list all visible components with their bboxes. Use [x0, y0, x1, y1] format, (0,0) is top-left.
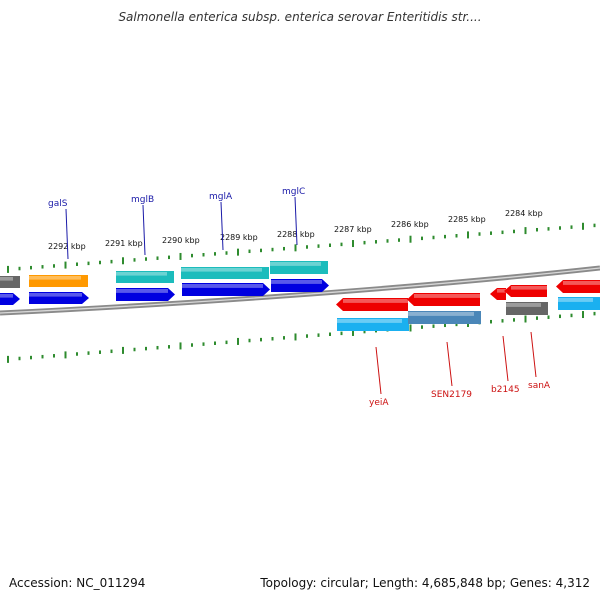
callout-line	[294, 196, 298, 246]
kbp-label: 2284 kbp	[505, 209, 543, 218]
gene-feature-highlight	[182, 284, 263, 288]
gene-callouts: galS mglB mglA mglC yeiA SEN2179 b2145 sanA	[48, 187, 551, 408]
kbp-label: 2287 kbp	[334, 225, 372, 234]
gene-feature-highlight	[511, 286, 547, 290]
gene-label-mglA[interactable]: mglA	[209, 192, 233, 202]
callout-line	[220, 201, 224, 251]
gene-features[interactable]	[0, 261, 600, 331]
callout-line	[502, 335, 509, 382]
kbp-label: 2285 kbp	[448, 215, 486, 224]
gene-label-yeiA[interactable]: yeiA	[369, 398, 389, 408]
gene-feature-highlight	[506, 303, 541, 307]
gene-feature-highlight	[408, 312, 474, 316]
genome-backbone	[0, 265, 600, 316]
gene-feature-highlight	[558, 298, 593, 302]
gene-label-mglC[interactable]: mglC	[282, 187, 305, 197]
gene-label-b2145[interactable]: b2145	[491, 385, 520, 395]
accession-label: Accession: NC_011294	[9, 576, 146, 590]
callout-line	[530, 331, 537, 378]
outer-tick-ring	[7, 222, 596, 273]
gene-feature-highlight	[414, 294, 480, 298]
kbp-label: 2290 kbp	[162, 236, 200, 245]
callout-line	[375, 346, 382, 395]
kbp-label: 2288 kbp	[277, 230, 315, 239]
gene-feature-highlight	[181, 268, 262, 272]
kbp-scale-labels: 2292 kbp 2291 kbp 2290 kbp 2289 kbp 2288 kbp…	[48, 209, 543, 251]
gene-label-mglB[interactable]: mglB	[131, 195, 154, 205]
gene-feature-highlight	[29, 276, 81, 280]
gene-feature-highlight	[270, 262, 321, 266]
gene-feature-highlight	[271, 280, 322, 284]
gene-feature-highlight	[116, 289, 168, 293]
callout-line	[142, 204, 146, 256]
inner-tick-ring	[7, 311, 596, 363]
callout-line	[65, 208, 69, 260]
gene-feature-highlight	[0, 294, 13, 298]
backbone-highlight	[0, 267, 600, 314]
kbp-label: 2286 kbp	[391, 220, 429, 229]
gene-feature-highlight	[0, 277, 13, 281]
gene-feature-highlight	[563, 281, 600, 285]
kbp-label: 2291 kbp	[105, 239, 143, 248]
gene-feature-highlight	[337, 319, 402, 323]
gene-feature-highlight	[343, 299, 408, 303]
kbp-label: 2292 kbp	[48, 242, 86, 251]
gene-feature-highlight	[29, 293, 82, 297]
gene-label-galS[interactable]: galS	[48, 199, 68, 209]
callout-line	[446, 341, 453, 387]
gene-label-sanA[interactable]: sanA	[528, 381, 551, 391]
gene-feature-highlight	[116, 272, 167, 276]
map-title: Salmonella enterica subsp. enterica sero…	[118, 10, 482, 24]
gene-feature-highlight	[497, 289, 506, 293]
kbp-label: 2289 kbp	[220, 233, 258, 242]
topology-label: Topology: circular; Length: 4,685,848 bp…	[260, 576, 590, 590]
gene-label-SEN2179[interactable]: SEN2179	[431, 390, 472, 400]
